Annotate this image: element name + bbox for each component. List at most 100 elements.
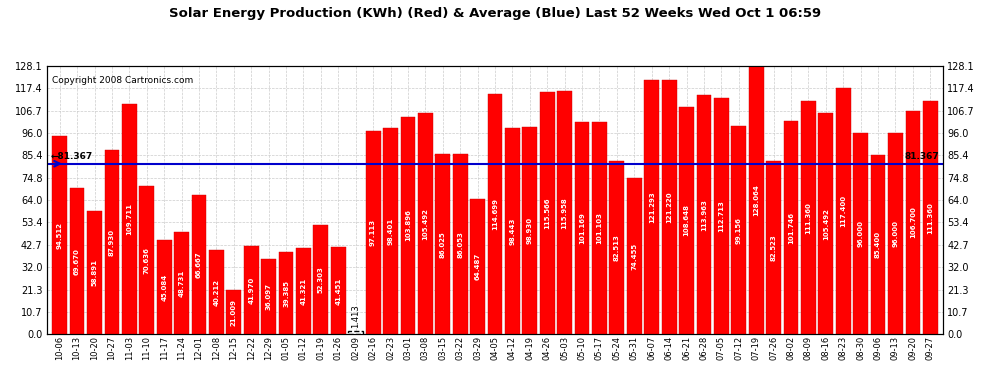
Text: 97.113: 97.113 [370, 219, 376, 246]
Text: 58.891: 58.891 [91, 259, 97, 286]
Text: 115.958: 115.958 [561, 197, 567, 229]
Text: 108.648: 108.648 [683, 204, 690, 237]
Text: 115.566: 115.566 [544, 198, 550, 229]
Bar [209, 250, 224, 334]
Bar [314, 225, 329, 334]
Bar [661, 80, 676, 334]
Bar [418, 113, 433, 334]
Bar [644, 80, 659, 334]
Text: 82.513: 82.513 [614, 234, 620, 261]
Bar [383, 128, 398, 334]
Bar [627, 178, 642, 334]
Text: 87.930: 87.930 [109, 229, 115, 256]
Bar [714, 98, 729, 334]
Bar [174, 232, 189, 334]
Bar [244, 246, 258, 334]
Text: 36.097: 36.097 [265, 283, 271, 310]
Text: 41.321: 41.321 [300, 278, 307, 304]
Text: 111.360: 111.360 [928, 202, 934, 234]
Bar [192, 195, 206, 334]
Bar [401, 117, 416, 334]
Bar [122, 104, 137, 334]
Bar [470, 199, 485, 334]
Text: 109.711: 109.711 [127, 203, 133, 236]
Bar [697, 95, 712, 334]
Bar [52, 136, 67, 334]
Bar [819, 113, 834, 334]
Bar [278, 252, 293, 334]
Bar [906, 111, 921, 334]
Bar [592, 122, 607, 334]
Text: Solar Energy Production (KWh) (Red) & Average (Blue) Last 52 Weeks Wed Oct 1 06:: Solar Energy Production (KWh) (Red) & Av… [169, 8, 821, 21]
Bar [505, 128, 520, 334]
Text: 81.367: 81.367 [904, 152, 940, 160]
Text: 103.896: 103.896 [405, 210, 411, 242]
Text: 101.169: 101.169 [579, 212, 585, 244]
Bar [853, 133, 868, 334]
Text: 85.400: 85.400 [875, 231, 881, 258]
Text: 52.303: 52.303 [318, 266, 324, 293]
Bar [261, 259, 276, 334]
Text: 101.746: 101.746 [788, 211, 794, 244]
Text: 112.713: 112.713 [719, 200, 725, 232]
Text: 66.667: 66.667 [196, 251, 202, 278]
Bar [610, 161, 625, 334]
Bar [540, 92, 554, 334]
Text: 105.492: 105.492 [823, 208, 829, 240]
Bar [87, 211, 102, 334]
Text: 1.413: 1.413 [351, 304, 360, 328]
Text: 94.512: 94.512 [56, 222, 62, 249]
Bar [574, 122, 589, 334]
Text: 98.401: 98.401 [387, 217, 393, 245]
Text: 41.970: 41.970 [248, 277, 254, 304]
Text: 21.009: 21.009 [231, 299, 237, 326]
Bar [365, 131, 380, 334]
Text: 105.492: 105.492 [423, 208, 429, 240]
Text: 45.084: 45.084 [161, 273, 167, 301]
Text: 86.053: 86.053 [457, 231, 463, 258]
Text: 39.385: 39.385 [283, 280, 289, 307]
Text: 98.443: 98.443 [510, 217, 516, 245]
Text: 121.220: 121.220 [666, 192, 672, 223]
Bar [784, 121, 798, 334]
Bar [348, 332, 363, 334]
Text: 40.212: 40.212 [214, 279, 220, 306]
Text: 113.963: 113.963 [701, 199, 707, 231]
Text: 96.000: 96.000 [857, 220, 863, 247]
Bar [452, 154, 467, 334]
Text: 111.360: 111.360 [806, 202, 812, 234]
Text: 96.000: 96.000 [893, 220, 899, 247]
Text: 114.699: 114.699 [492, 198, 498, 230]
Bar [140, 186, 154, 334]
Bar [679, 106, 694, 334]
Text: 82.523: 82.523 [770, 234, 776, 261]
Text: 41.451: 41.451 [336, 277, 342, 304]
Text: 99.156: 99.156 [736, 217, 742, 244]
Text: 121.293: 121.293 [648, 191, 654, 223]
Bar [488, 94, 502, 334]
Bar [836, 88, 850, 334]
Bar [888, 133, 903, 334]
Bar [156, 240, 171, 334]
Text: 101.103: 101.103 [597, 212, 603, 244]
Text: 64.487: 64.487 [474, 253, 480, 280]
Text: 98.930: 98.930 [527, 217, 533, 244]
Text: 48.731: 48.731 [178, 270, 184, 297]
Bar [69, 188, 84, 334]
Bar [331, 248, 346, 334]
Bar [557, 91, 572, 334]
Bar [227, 290, 242, 334]
Text: 106.700: 106.700 [910, 207, 916, 238]
Bar [923, 101, 938, 334]
Text: 74.455: 74.455 [632, 243, 638, 270]
Text: 69.670: 69.670 [74, 248, 80, 275]
Text: 128.064: 128.064 [753, 184, 759, 216]
Bar [523, 127, 538, 335]
Bar [732, 126, 746, 334]
Bar [801, 101, 816, 334]
Text: 70.636: 70.636 [144, 247, 149, 274]
Text: 86.025: 86.025 [440, 231, 446, 258]
Bar [870, 155, 885, 334]
Text: Copyright 2008 Cartronics.com: Copyright 2008 Cartronics.com [51, 76, 193, 86]
Bar [296, 248, 311, 334]
